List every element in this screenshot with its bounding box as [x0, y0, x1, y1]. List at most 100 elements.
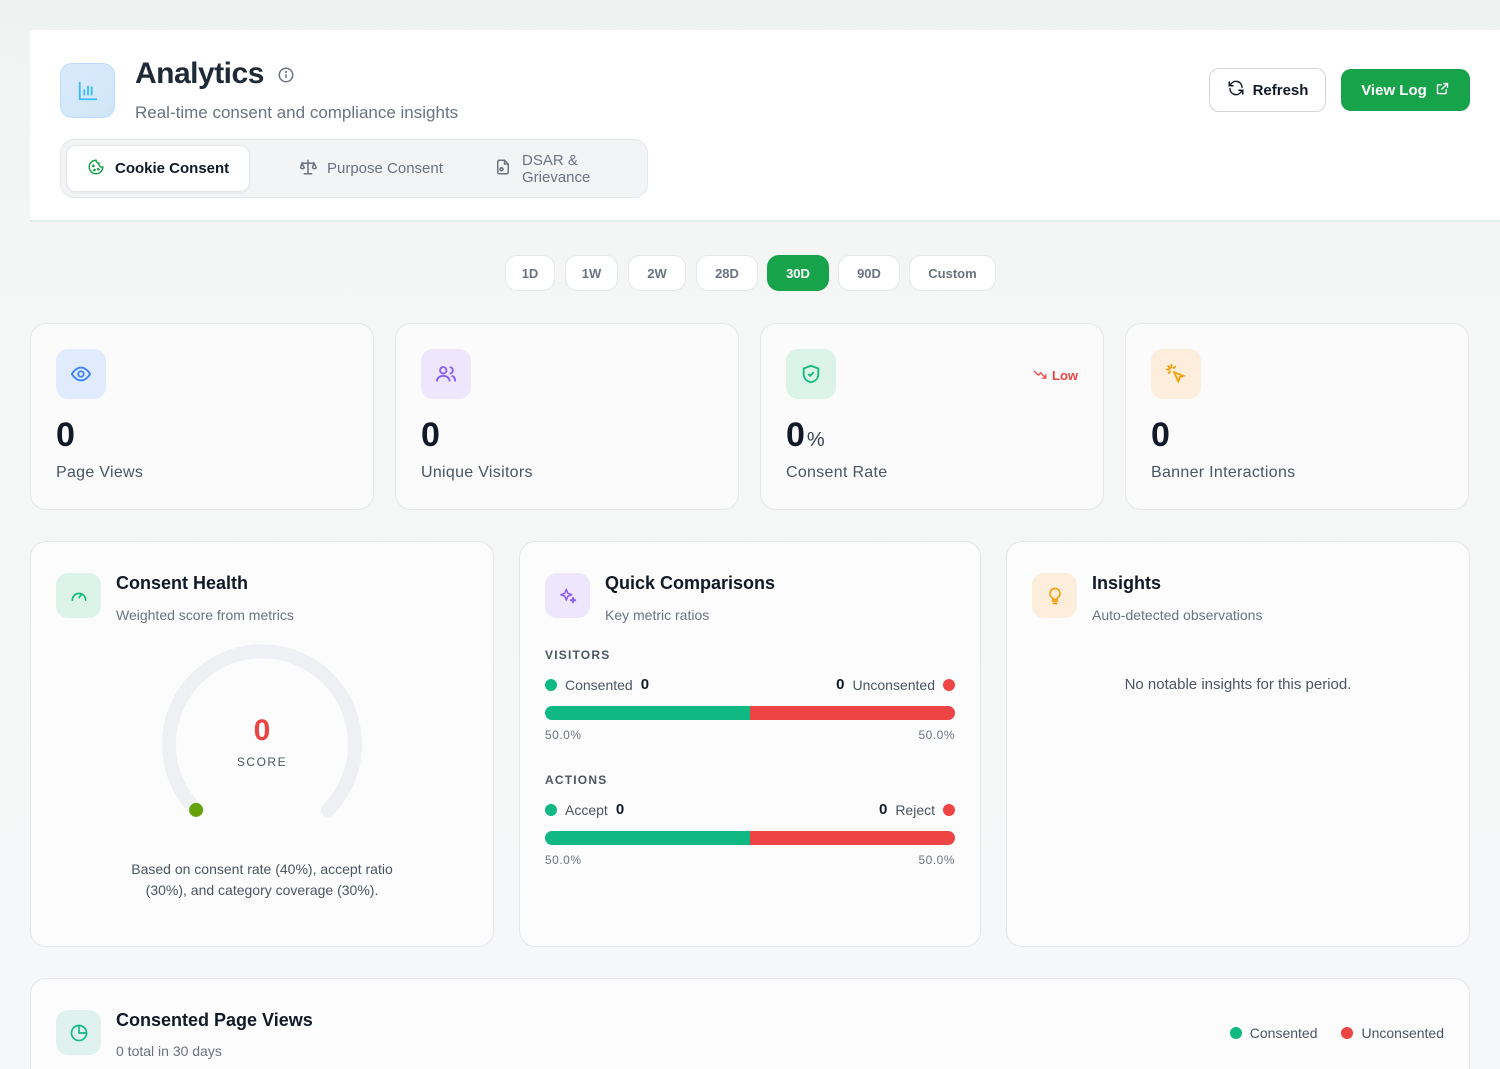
panel-subtitle: Auto-detected observations — [1092, 607, 1263, 623]
page-title: Analytics — [135, 57, 264, 90]
bar-segment-reject — [750, 831, 955, 845]
bar-chart-icon — [60, 63, 115, 118]
panel-subtitle: Key metric ratios — [605, 607, 710, 623]
legend-label: Accept — [565, 801, 608, 818]
panel-subtitle: Weighted score from metrics — [116, 607, 294, 623]
unconsented-dot — [943, 678, 955, 691]
stat-value: 0% — [786, 416, 825, 454]
tab-bar: Cookie Consent Purpose Consent DSAR & Gr… — [60, 139, 648, 198]
cookie-icon — [87, 158, 105, 180]
percent-right: 50.0% — [918, 728, 955, 742]
scale-icon — [299, 158, 318, 180]
range-custom[interactable]: Custom — [909, 255, 996, 291]
legend-label: Unconsented — [1361, 1025, 1444, 1041]
accept-dot — [545, 803, 557, 816]
view-log-label: View Log — [1361, 81, 1427, 99]
range-1w[interactable]: 1W — [565, 255, 618, 291]
range-1d[interactable]: 1D — [505, 255, 555, 291]
eye-icon — [56, 349, 106, 399]
bar-segment-unconsented — [750, 706, 955, 720]
trend-badge: Low — [1033, 367, 1078, 384]
section-label-visitors: VISITORS — [545, 648, 611, 662]
users-icon — [421, 349, 471, 399]
stat-unit: % — [806, 429, 825, 451]
file-icon — [494, 158, 512, 180]
gauge-indicator — [189, 802, 204, 817]
stat-label: Banner Interactions — [1151, 464, 1296, 481]
section-label-actions: ACTIONS — [545, 773, 608, 787]
stat-value: 0 — [56, 416, 75, 454]
health-score: 0 — [253, 714, 271, 747]
range-2w[interactable]: 2W — [628, 255, 686, 291]
trend-label: Low — [1052, 368, 1078, 383]
stat-label: Unique Visitors — [421, 464, 533, 481]
sparkles-icon — [545, 573, 590, 618]
chart-legend: Consented Unconsented — [1229, 1025, 1444, 1041]
range-30d[interactable]: 30D — [767, 255, 829, 291]
panel-title: Insights — [1092, 573, 1162, 593]
refresh-icon — [1227, 79, 1245, 101]
percent-right: 50.0% — [918, 853, 955, 867]
lightbulb-icon — [1032, 573, 1077, 618]
view-log-button[interactable]: View Log — [1341, 69, 1470, 111]
consented-page-views-panel: Consented Page Views 0 total in 30 days … — [30, 978, 1470, 1069]
reject-dot — [943, 803, 955, 816]
unconsented-dot — [1341, 1027, 1354, 1039]
stat-card-unique-visitors: 0 Unique Visitors — [395, 323, 739, 510]
visitors-legend: Consented 0 0 Unconsented — [545, 676, 955, 696]
panel-title: Consented Page Views — [116, 1010, 313, 1030]
pie-chart-icon — [56, 1010, 101, 1055]
visitors-ratio-bar — [545, 706, 955, 720]
insights-empty-message: No notable insights for this period. — [1124, 676, 1352, 693]
trend-down-icon — [1033, 367, 1047, 384]
tab-label: Cookie Consent — [115, 160, 230, 177]
stat-value: 0 — [421, 416, 440, 454]
range-28d[interactable]: 28D — [696, 255, 758, 291]
gauge-icon — [56, 573, 101, 618]
stat-card-consent-rate: Low 0% Consent Rate — [760, 323, 1104, 510]
actions-ratio-bar — [545, 831, 955, 845]
health-note: Based on consent rate (40%), accept rati… — [131, 861, 393, 898]
tab-label: Purpose Consent — [327, 160, 443, 177]
bar-segment-consented — [545, 706, 750, 720]
tab-purpose-consent[interactable]: Purpose Consent — [279, 145, 463, 192]
percent-left: 50.0% — [545, 728, 582, 742]
refresh-button[interactable]: Refresh — [1209, 68, 1326, 112]
visitors-percent-row: 50.0% 50.0% — [545, 728, 955, 742]
consented-dot — [545, 678, 557, 691]
tab-dsar-grievance[interactable]: DSAR & Grievance — [474, 145, 647, 192]
shield-check-icon — [786, 349, 836, 399]
page-header: Analytics Real-time consent and complian… — [30, 30, 1500, 222]
external-link-icon — [1435, 81, 1450, 100]
refresh-label: Refresh — [1252, 81, 1309, 99]
consent-health-panel: Consent Health Weighted score from metri… — [30, 541, 494, 947]
consented-dot — [1229, 1027, 1242, 1039]
legend-label: Consented — [565, 676, 633, 693]
panel-title: Quick Comparisons — [605, 573, 776, 593]
insights-panel: Insights Auto-detected observations No n… — [1006, 541, 1470, 947]
legend-value: 0 — [615, 801, 625, 818]
tab-cookie-consent[interactable]: Cookie Consent — [66, 145, 251, 192]
actions-percent-row: 50.0% 50.0% — [545, 853, 955, 867]
legend-value: 0 — [836, 676, 845, 693]
health-gauge — [159, 642, 365, 832]
stat-label: Page Views — [56, 464, 144, 481]
stat-label: Consent Rate — [786, 464, 888, 481]
stat-value: 0 — [1151, 416, 1170, 454]
legend-label: Reject — [895, 801, 935, 818]
stat-card-page-views: 0 Page Views — [30, 323, 374, 510]
legend-label: Consented — [1249, 1025, 1318, 1041]
legend-value: 0 — [640, 676, 650, 693]
panel-subtitle: 0 total in 30 days — [116, 1043, 222, 1059]
page-subtitle: Real-time consent and compliance insight… — [135, 103, 459, 122]
quick-comparisons-panel: Quick Comparisons Key metric ratios VISI… — [519, 541, 981, 947]
legend-item-unconsented: Unconsented — [1341, 1025, 1444, 1041]
stat-card-banner-interactions: 0 Banner Interactions — [1125, 323, 1469, 510]
tab-label: DSAR & Grievance — [522, 151, 591, 186]
legend-value: 0 — [878, 801, 888, 818]
panel-title: Consent Health — [116, 573, 249, 593]
info-icon[interactable] — [277, 66, 295, 89]
range-90d[interactable]: 90D — [838, 255, 900, 291]
legend-item-consented: Consented — [1229, 1025, 1318, 1041]
pointer-click-icon — [1151, 349, 1201, 399]
